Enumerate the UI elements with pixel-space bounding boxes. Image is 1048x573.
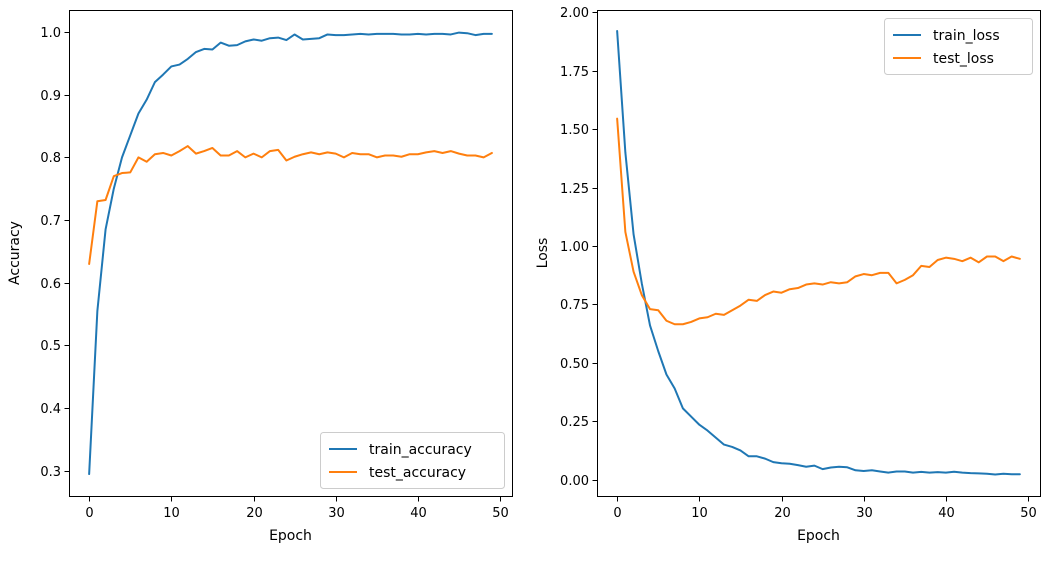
- series-line-test-loss: [616, 117, 1021, 326]
- y-tick-label: 0.7: [40, 214, 61, 229]
- x-tick-label: 10: [691, 506, 708, 521]
- y-tick-label: 0.8: [40, 151, 61, 166]
- series-line-test-accuracy: [88, 145, 493, 265]
- legend-frame: [884, 18, 1033, 75]
- x-axis-label: Epoch: [797, 528, 840, 544]
- y-axis-label: Accuracy: [7, 221, 23, 285]
- y-tick-label: 1.0: [40, 26, 61, 41]
- x-tick-label: 0: [613, 506, 621, 521]
- legend-label-test-loss: test_loss: [933, 51, 994, 67]
- y-tick-label: 0.00: [560, 474, 589, 489]
- legend: train_accuracy test_accuracy: [320, 432, 505, 489]
- accuracy-chart: 0 10 20 30 40 50 0.3 0.4 0.5 0.6 0.7 0.8 0.9 1.0 Epoch…: [7, 10, 513, 544]
- y-tick-label: 0.5: [40, 339, 61, 354]
- x-tick-label: 40: [410, 506, 427, 521]
- x-tick-label: 20: [246, 506, 263, 521]
- x-tick-label: 50: [1020, 506, 1037, 521]
- y-tick-label: 0.6: [40, 277, 61, 292]
- legend-label-test-accuracy: test_accuracy: [369, 465, 466, 481]
- series-line-train-accuracy: [88, 31, 493, 476]
- legend-frame: [320, 432, 505, 489]
- y-tick-label: 0.9: [40, 89, 61, 104]
- y-tick-label: 0.75: [560, 298, 589, 313]
- series-line-train-loss: [616, 30, 1021, 476]
- x-tick-label: 30: [328, 506, 345, 521]
- legend-label-train-accuracy: train_accuracy: [369, 442, 472, 458]
- x-tick-label: 20: [774, 506, 791, 521]
- x-tick-label: 0: [85, 506, 93, 521]
- x-tick-label: 50: [492, 506, 509, 521]
- y-tick-label: 0.50: [560, 357, 589, 372]
- x-tick-label: 40: [938, 506, 955, 521]
- plot-frame: [69, 10, 513, 497]
- y-tick-label: 0.4: [40, 402, 61, 417]
- y-tick-label: 0.3: [40, 465, 61, 480]
- y-tick-label: 1.50: [560, 123, 589, 138]
- legend: train_loss test_loss: [884, 18, 1033, 75]
- loss-chart: 0 10 20 30 40 50 0.00 0.25 0.50 0.75 1.00 1.25 1.50 1…: [535, 6, 1041, 544]
- y-tick-label: 0.25: [560, 415, 589, 430]
- y-tick-label: 1.75: [560, 65, 589, 80]
- plot-frame: [597, 10, 1041, 497]
- y-tick-label: 1.25: [560, 182, 589, 197]
- x-tick-label: 30: [856, 506, 873, 521]
- x-tick-label: 10: [163, 506, 180, 521]
- x-axis-label: Epoch: [269, 528, 312, 544]
- legend-label-train-loss: train_loss: [933, 28, 1000, 44]
- y-tick-label: 2.00: [560, 6, 589, 21]
- y-tick-label: 1.00: [560, 240, 589, 255]
- y-axis-label: Loss: [535, 238, 551, 269]
